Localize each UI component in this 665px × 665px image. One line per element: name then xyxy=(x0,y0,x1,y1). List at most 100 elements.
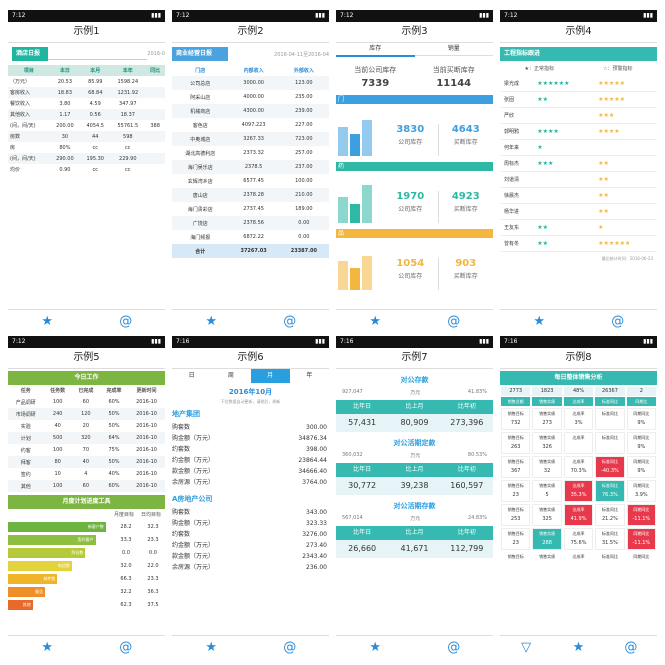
table-cell: 2016-10 xyxy=(136,447,157,453)
cell-value xyxy=(596,418,623,429)
table-cell: 产品调研 xyxy=(15,399,36,406)
table-cell: 4097.223 xyxy=(241,122,266,128)
period-tab[interactable]: 日 xyxy=(188,372,195,379)
summary-value: 26367 xyxy=(595,387,625,396)
status-bar: 7:16 ▮▮▮ xyxy=(500,336,657,348)
indicator-row: 王友东 ★★ ★ xyxy=(500,220,657,236)
table-cell: 拜客 xyxy=(8,456,44,468)
compare-value: 26,660 xyxy=(348,544,377,553)
stock-stat: 3830 公司库存 xyxy=(383,124,439,156)
filter-icon[interactable]: ▽ xyxy=(521,639,532,655)
metric-row: 余房源（万元） 236.00 xyxy=(172,562,329,573)
at-icon[interactable]: @ xyxy=(447,639,461,655)
sales-cell: 标准同比 31.5% xyxy=(595,528,625,550)
metric-value: 323.33 xyxy=(306,520,327,527)
cell-value: -40.3% xyxy=(601,468,619,474)
status-time: 7:12 xyxy=(340,12,354,19)
stock-stat: 1054 公司库存 xyxy=(383,258,439,290)
table-cell: 客房收入 xyxy=(8,87,50,98)
table-cell: 500 xyxy=(43,432,72,444)
compare-values: 57,431 80,909 273,396 xyxy=(336,414,493,432)
daily-target: 32.3 xyxy=(147,523,159,530)
content: 商业经营日报 2016-04-11至2016-04 门店 内部收入 外部收入 公司总… xyxy=(172,43,329,310)
summary-label: 销售总额 xyxy=(501,397,531,406)
at-icon[interactable]: @ xyxy=(119,313,133,329)
cell-value: 3.9% xyxy=(634,492,648,498)
phone-4: 7:12 ▮▮▮ 示例4 工程指标跟进 ★：正常指标 ☆：预警指标 梁光成 ★★★★… xyxy=(500,10,657,332)
period-tab[interactable]: 月 xyxy=(250,369,290,383)
compare-label: 比上月 xyxy=(405,529,424,536)
stock-stat: 4923 买断库存 xyxy=(439,191,494,223)
metric-value: 398.00 xyxy=(306,446,327,453)
table-cell: 2378.56 xyxy=(228,216,279,230)
at-icon[interactable]: @ xyxy=(283,639,297,655)
status-time: 7:12 xyxy=(12,12,26,19)
star-icon[interactable]: ★ xyxy=(369,639,382,655)
table-cell xyxy=(145,109,165,120)
table-cell: 80 xyxy=(43,456,72,468)
metric-row: 约金额（万元） 23864.44 xyxy=(172,455,329,466)
metric-label: 约套数 xyxy=(172,446,191,453)
warning-stars: ★ xyxy=(598,224,604,231)
at-icon[interactable]: @ xyxy=(283,313,297,329)
at-icon[interactable]: @ xyxy=(611,313,625,329)
summary-cell: 1823 销售实绩 xyxy=(532,387,562,406)
cell-label: 同期同比 xyxy=(633,507,650,512)
star-icon[interactable]: ★ xyxy=(41,639,54,655)
compare-label: 比上月 xyxy=(405,466,424,473)
star-icon[interactable]: ★ xyxy=(41,313,54,329)
title-bar: 示例5 xyxy=(8,348,165,369)
cell-value: 9% xyxy=(637,444,646,450)
tab-sales[interactable]: 销量 xyxy=(414,43,493,56)
cell-value: -11.1% xyxy=(632,540,651,546)
cell-label: 销售实绩 xyxy=(539,411,556,416)
star-icon[interactable]: ★ xyxy=(572,639,585,655)
sales-cell: 同期同比 3.9% xyxy=(626,480,657,502)
bottom-nav: ★ @ xyxy=(172,309,329,332)
status-bar: 7:12 ▮▮▮ xyxy=(8,10,165,22)
star-icon[interactable]: ★ xyxy=(205,313,218,329)
table-cell xyxy=(145,142,165,153)
normal-stars: ★★★ xyxy=(537,160,554,167)
column-header: 月度目标 xyxy=(113,512,134,518)
sales-cell: 同期同比 9% xyxy=(626,408,657,430)
table-cell: 海门吴乐店 xyxy=(172,160,229,174)
block-body: 1054 公司库存 903 买断库存 xyxy=(336,238,493,290)
indicator-row: 何年来 ★ xyxy=(500,140,657,156)
star-icon[interactable]: ★ xyxy=(369,313,382,329)
period-tab[interactable]: 年 xyxy=(306,372,313,379)
table-cell: 60 xyxy=(71,480,100,492)
indicator-row: 严欣 ★★★ xyxy=(500,108,657,124)
table-cell: 388 xyxy=(150,122,160,129)
metric-label: 购金额（万元） xyxy=(172,435,215,442)
summary-value: 2773 xyxy=(501,387,531,396)
period-tab[interactable]: 周 xyxy=(227,372,234,379)
at-icon[interactable]: @ xyxy=(119,639,133,655)
metric-value: 273.40 xyxy=(306,542,327,549)
table-cell: 123.00 xyxy=(278,76,329,90)
indicator-row: 徐晨杰 ★★ xyxy=(500,188,657,204)
summary-cell: 26367 标准同比 xyxy=(595,387,625,406)
title-bar: 示例6 xyxy=(172,348,329,369)
funnel-track: 签约客户 xyxy=(8,534,111,545)
table-cell: 290.00 xyxy=(49,153,81,164)
tab-stock[interactable]: 库存 xyxy=(336,43,415,57)
star-icon[interactable]: ★ xyxy=(533,313,546,329)
sales-cell: 同期同比 9% xyxy=(626,432,657,454)
phone-5: 7:12 ▮▮▮ 示例5 今日工作 任务 任务数 已完成 完成率 更新时间 产品调研 100… xyxy=(8,336,165,658)
monthly-target: 28.2 xyxy=(120,523,132,530)
content: 今日工作 任务 任务数 已完成 完成率 更新时间 产品调研 100 60 60% 2016-10… xyxy=(8,369,165,636)
compare-header: 比年日 比上月 比年初 xyxy=(336,526,493,540)
summary-label: 同期比 xyxy=(626,397,657,406)
table-cell: 40 xyxy=(54,423,61,429)
cell-label: 标准同比 xyxy=(601,411,618,416)
at-icon[interactable]: @ xyxy=(447,313,461,329)
metric-row: 购套数 300.00 xyxy=(172,422,329,433)
table-row: 海门频报 6872.22 0.00 xyxy=(172,230,329,244)
metric-label: 约金额（万元） xyxy=(172,457,215,464)
table-cell: 房 xyxy=(10,145,16,151)
star-icon[interactable]: ★ xyxy=(205,639,218,655)
table-row: 玄辉湾乡店 6577.45 100.00 xyxy=(172,174,329,188)
table-cell: 实验 xyxy=(20,423,31,430)
at-icon[interactable]: @ xyxy=(624,639,638,655)
